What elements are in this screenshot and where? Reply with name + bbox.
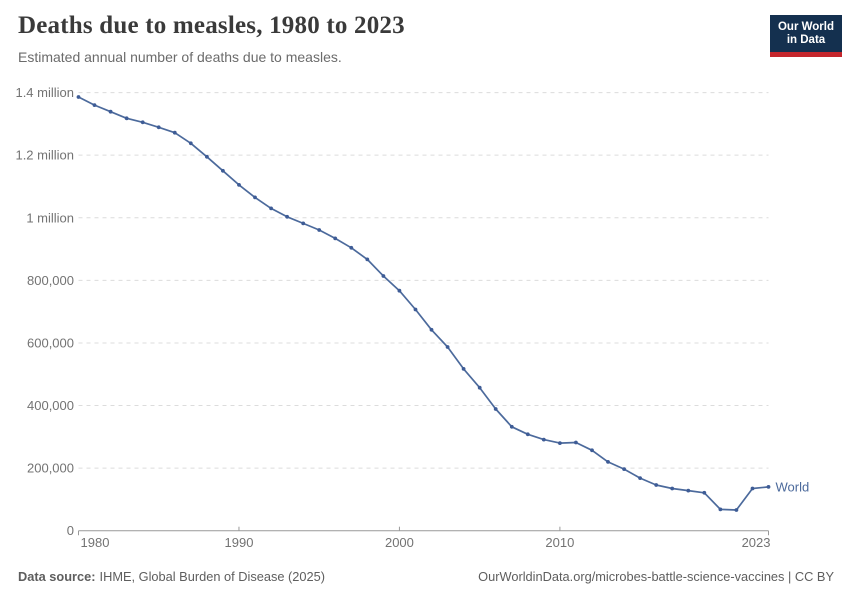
- y-axis-label: 1.2 million: [15, 148, 74, 163]
- y-axis-label: 1 million: [26, 210, 74, 225]
- data-point: [108, 109, 113, 114]
- data-point: [638, 476, 642, 480]
- data-point: [622, 467, 626, 471]
- data-point: [397, 288, 402, 293]
- data-point: [541, 437, 546, 442]
- data-point: [670, 486, 675, 491]
- data-point: [702, 490, 707, 495]
- data-point: [365, 257, 370, 262]
- data-point: [124, 116, 129, 121]
- data-point: [445, 345, 450, 349]
- x-axis-label: 1980: [81, 535, 110, 550]
- y-axis-label: 0: [67, 523, 74, 538]
- data-point: [413, 307, 418, 312]
- data-point: [188, 141, 193, 146]
- data-point: [156, 125, 161, 130]
- data-point: [750, 486, 755, 491]
- data-point: [253, 195, 257, 200]
- chart-header: Deaths due to measles, 1980 to 2023 Esti…: [18, 12, 832, 65]
- data-point: [429, 327, 434, 332]
- chart-subtitle: Estimated annual number of deaths due to…: [18, 49, 342, 65]
- data-point: [381, 274, 386, 278]
- data-point: [237, 183, 241, 187]
- owid-logo-line2: in Data: [786, 34, 826, 46]
- data-point: [509, 424, 514, 429]
- data-point: [317, 228, 322, 232]
- y-axis-label: 800,000: [27, 273, 74, 288]
- data-point: [766, 485, 771, 489]
- data-point: [205, 154, 209, 159]
- data-line-world: [77, 96, 770, 511]
- data-point: [301, 221, 306, 226]
- y-axis-label: 400,000: [27, 398, 74, 413]
- x-axis-label: 2000: [385, 535, 414, 550]
- data-point: [285, 214, 289, 219]
- data-source-label: Data source:: [18, 569, 96, 584]
- data-point: [606, 460, 610, 464]
- data-point: [574, 440, 578, 445]
- data-point: [221, 168, 225, 173]
- data-point: [461, 367, 466, 371]
- data-point: [477, 385, 482, 390]
- data-point: [76, 95, 81, 99]
- data-point: [718, 507, 723, 512]
- data-source: Data source: IHME, Global Burden of Disea…: [18, 569, 325, 584]
- data-point: [590, 448, 594, 453]
- x-axis-label: 2010: [545, 535, 574, 550]
- x-axis-label: 1990: [225, 535, 254, 550]
- data-source-value: IHME, Global Burden of Disease (2025): [99, 569, 326, 584]
- owid-logo[interactable]: Our World in Data: [770, 15, 842, 57]
- data-point: [269, 206, 273, 211]
- data-point: [172, 130, 177, 135]
- chart-footer: Data source: IHME, Global Burden of Disea…: [18, 569, 834, 584]
- data-point: [493, 407, 498, 411]
- data-point: [558, 441, 562, 445]
- data-point: [525, 432, 530, 437]
- series-label-world: World: [776, 479, 810, 494]
- data-point: [92, 103, 97, 107]
- data-point: [140, 120, 145, 125]
- y-axis-label: 600,000: [27, 335, 74, 350]
- x-axis-label: 2023: [742, 535, 771, 550]
- owid-logo-line1: Our World: [777, 21, 834, 33]
- footer-credit-url[interactable]: OurWorldinData.org/microbes-battle-scien…: [478, 569, 834, 584]
- y-axis-label: 200,000: [27, 461, 74, 476]
- data-point: [349, 245, 354, 250]
- data-point: [654, 483, 659, 487]
- page-title: Deaths due to measles, 1980 to 2023: [18, 12, 405, 39]
- data-point: [686, 488, 691, 493]
- data-point: [734, 508, 739, 512]
- data-point: [333, 236, 338, 241]
- y-axis-label: 1.4 million: [15, 85, 74, 100]
